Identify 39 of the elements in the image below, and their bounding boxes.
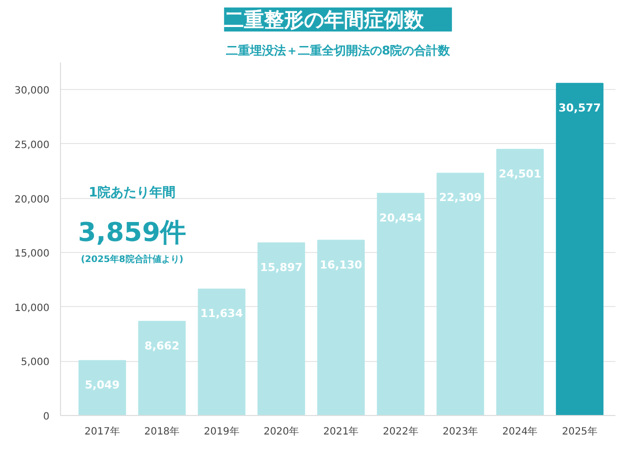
data-label: 5,049 xyxy=(84,378,120,392)
x-tick-label: 2020年 xyxy=(264,426,300,438)
annotation: 3,859件 xyxy=(78,218,186,248)
y-tick-label: 15,000 xyxy=(14,248,50,260)
x-tick-label: 2023年 xyxy=(442,426,478,438)
data-label: 11,634 xyxy=(200,307,244,320)
bar xyxy=(556,82,604,416)
bar xyxy=(198,288,246,416)
data-label: 24,501 xyxy=(498,167,542,180)
x-tick-label: 2017年 xyxy=(84,426,120,438)
chart-title: 二重整形の年間症例数 xyxy=(224,8,426,32)
annotation: (2025年8院合計値より) xyxy=(80,254,184,266)
y-tick-label: 0 xyxy=(43,412,50,422)
annotation: 1院あたり年間 xyxy=(88,184,176,200)
bar xyxy=(376,192,424,416)
y-tick-label: 5,000 xyxy=(20,357,50,368)
x-tick-label: 2022年 xyxy=(382,426,418,438)
bar xyxy=(317,240,365,416)
data-label: 8,662 xyxy=(144,339,180,352)
y-tick-label: 20,000 xyxy=(14,194,50,206)
x-tick-label: 2019年 xyxy=(204,426,240,438)
chart-subtitle: 二重埋没法＋二重全切開法の8院の合計数 xyxy=(226,44,452,58)
data-label: 22,309 xyxy=(439,191,482,204)
x-tick-label: 2025年 xyxy=(562,426,598,438)
data-label: 30,577 xyxy=(558,101,601,114)
data-label: 20,454 xyxy=(379,211,422,224)
y-tick-label: 30,000 xyxy=(14,86,50,97)
bar xyxy=(78,360,126,416)
x-tick-label: 2018年 xyxy=(144,426,180,438)
bar xyxy=(258,242,306,416)
x-tick-label: 2024年 xyxy=(502,426,538,438)
x-tick-label: 2021年 xyxy=(323,426,359,438)
bar xyxy=(496,148,544,416)
bar xyxy=(436,172,484,416)
bar xyxy=(138,320,186,416)
data-label: 15,897 xyxy=(260,260,303,274)
y-tick-label: 25,000 xyxy=(14,140,50,151)
data-label: 16,130 xyxy=(320,258,363,272)
y-tick-label: 10,000 xyxy=(14,302,50,314)
